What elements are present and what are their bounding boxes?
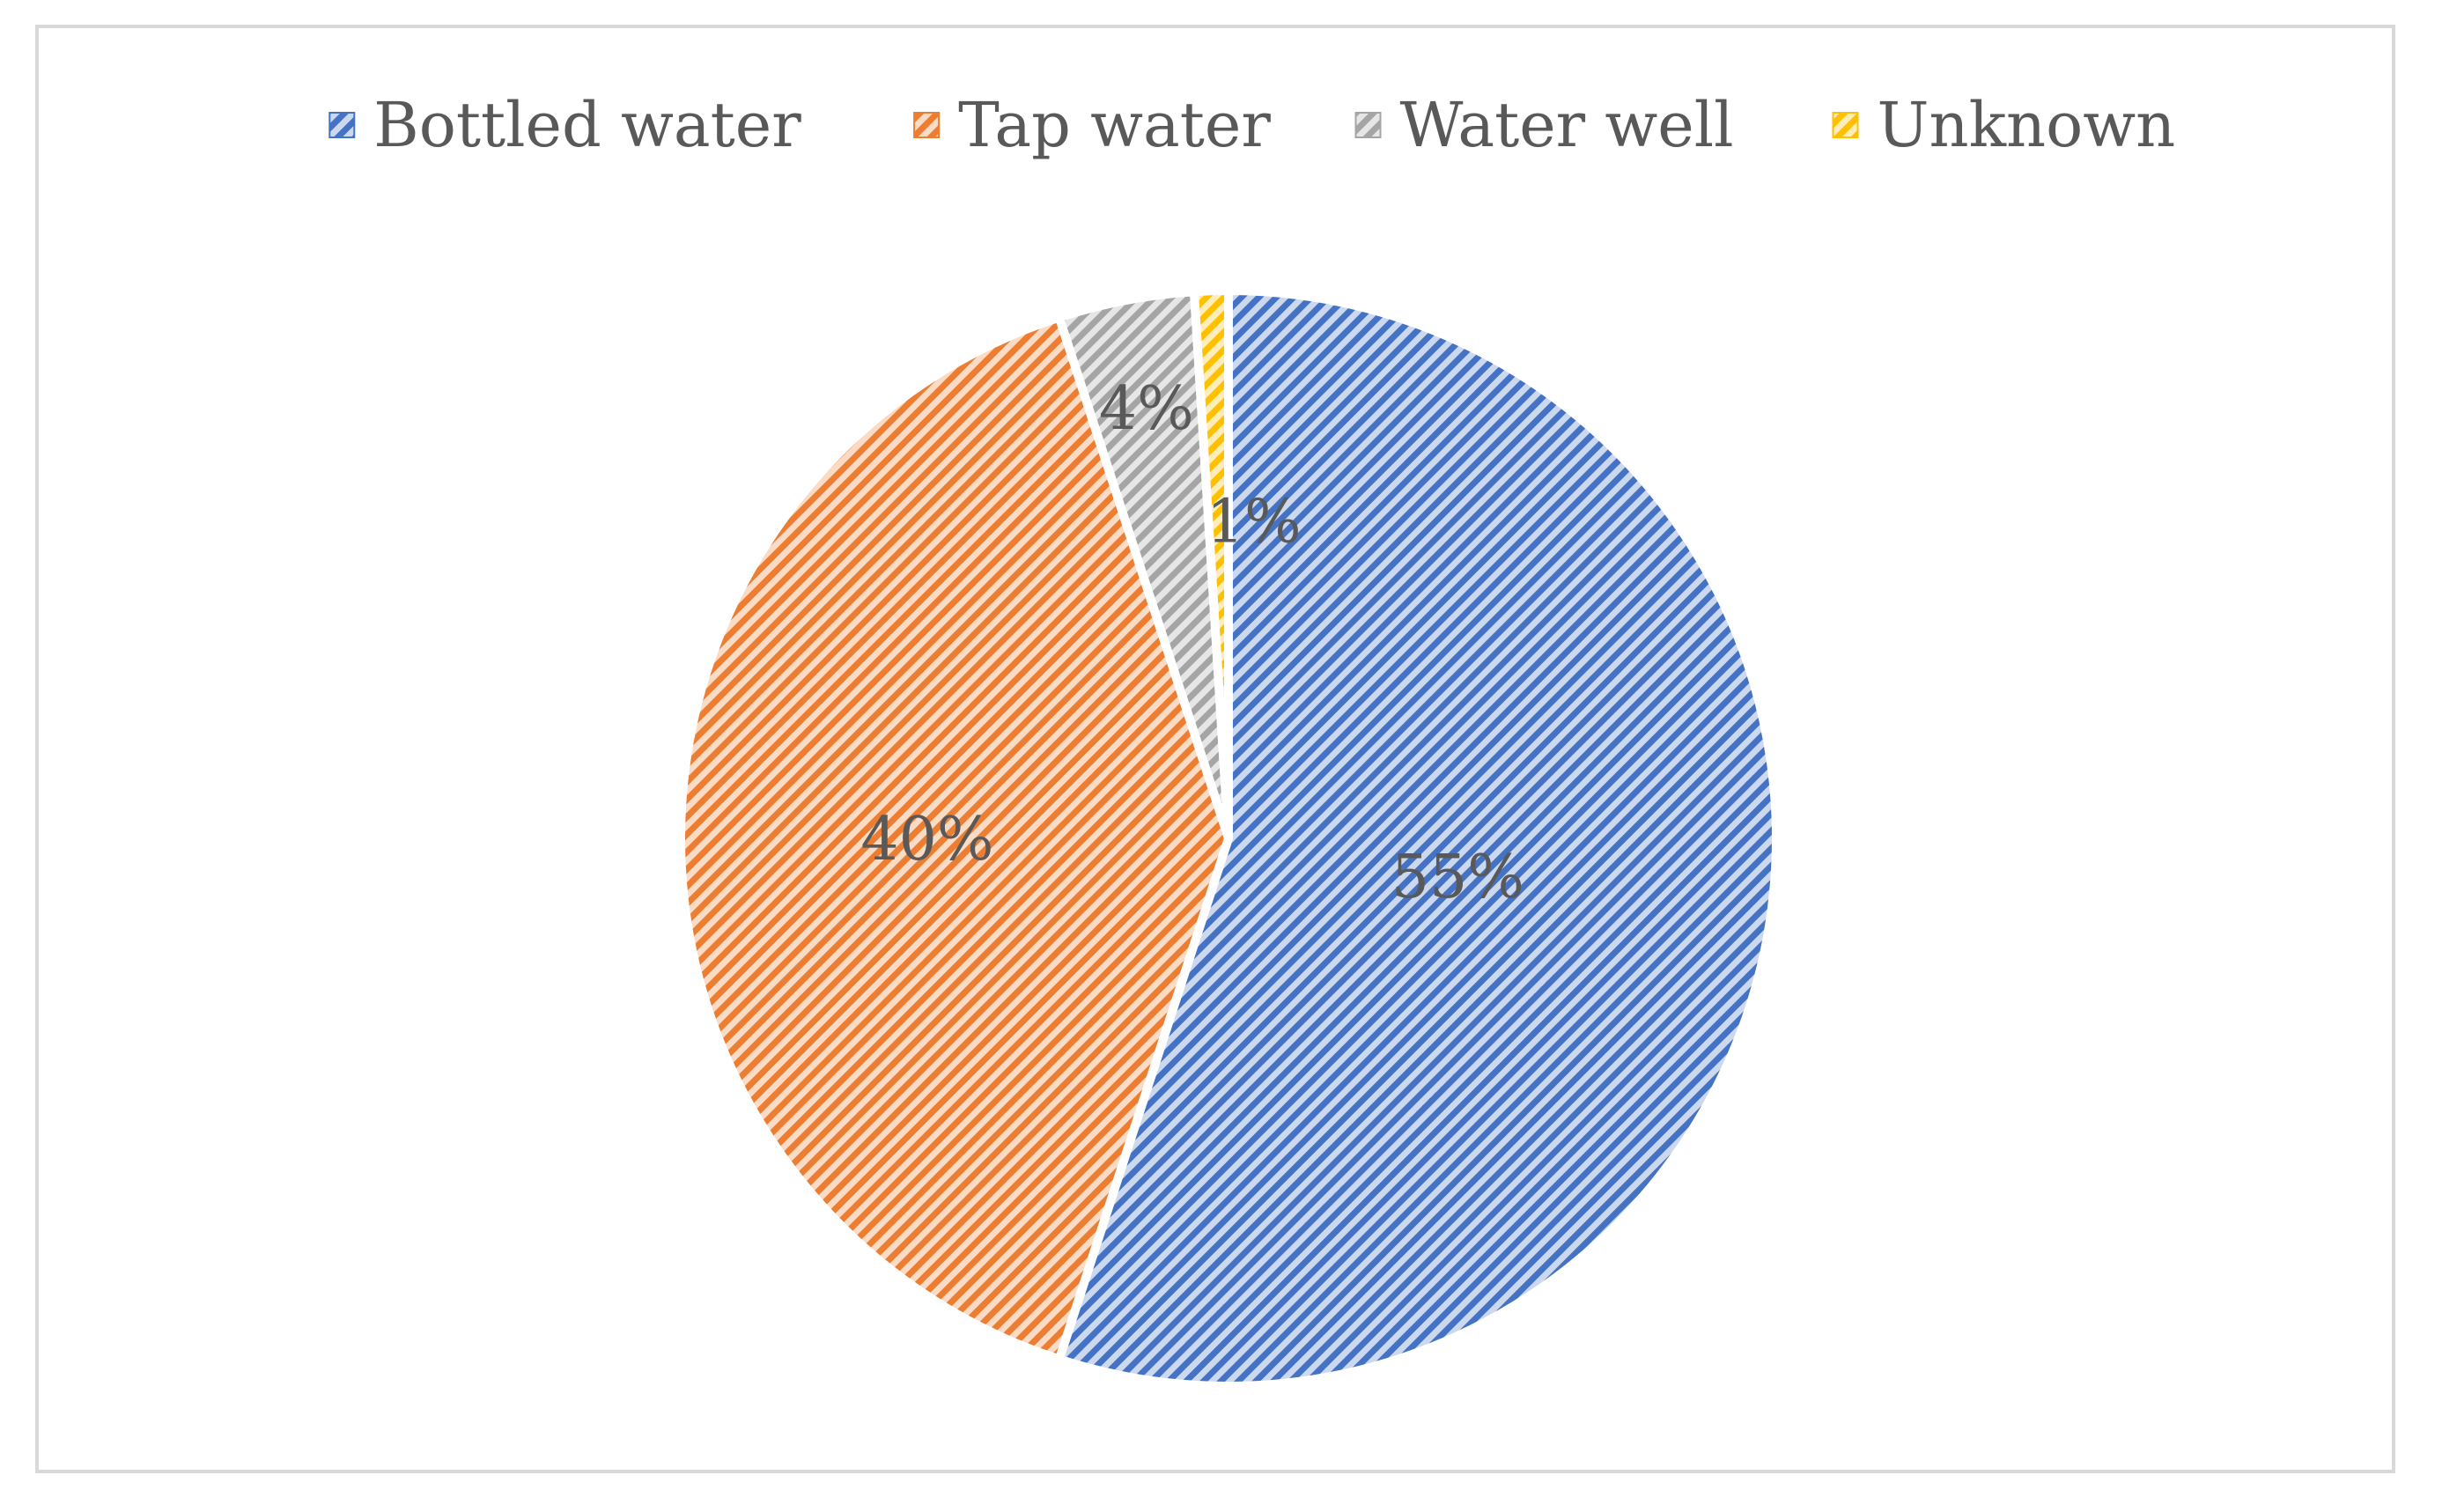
legend: Bottled water Tap water Water well Unknown: [328, 89, 2176, 161]
slice-tap-water: [675, 313, 1233, 1364]
legend-label-bottled-water: Bottled water: [373, 89, 801, 161]
data-labels: 55% 40% 4%1%: [860, 374, 1524, 912]
slice-unknown: [1189, 286, 1233, 843]
data-label-bottled-water: 55%: [1391, 843, 1524, 912]
legend-item-tap-water: Tap water: [913, 89, 1271, 161]
data-label-water-well: 4%: [1099, 374, 1194, 444]
pie-slices: [675, 286, 1781, 1390]
legend-label-tap-water: Tap water: [958, 89, 1271, 161]
data-label-tap-water: 40%: [860, 805, 993, 874]
legend-swatch-unknown: [1832, 112, 1859, 138]
legend-label-water-well: Water well: [1400, 89, 1734, 161]
slice-bottled-water: [1054, 286, 1781, 1390]
legend-item-bottled-water: Bottled water: [328, 89, 801, 161]
legend-swatch-tap-water: [913, 112, 941, 138]
data-label-unknown: 1%: [1206, 487, 1302, 557]
legend-swatch-water-well: [1354, 112, 1382, 138]
legend-swatch-bottled-water: [328, 112, 356, 138]
legend-item-water-well: Water well: [1354, 89, 1734, 161]
legend-item-unknown: Unknown: [1832, 89, 2176, 161]
legend-label-unknown: Unknown: [1878, 89, 2176, 161]
